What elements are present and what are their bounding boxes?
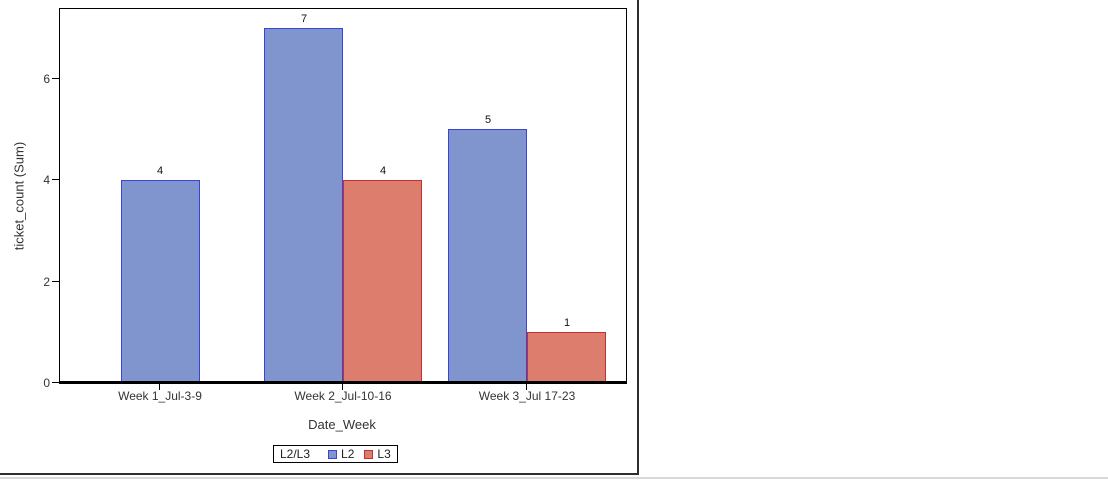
x-tick-mark: [526, 384, 527, 390]
legend-swatch-l2-icon: [328, 449, 338, 459]
y-tick-label: 6: [43, 72, 50, 86]
y-tick-label: 2: [43, 275, 50, 289]
bar-value-label: 1: [563, 317, 571, 329]
bar-l3-week3: [527, 332, 606, 383]
y-axis-title: ticket_count (Sum): [11, 141, 27, 251]
x-tick-label: Week 3_Jul 17-23: [478, 389, 576, 403]
y-tick-label: 0: [43, 376, 50, 390]
legend-title: L2/L3: [280, 447, 311, 461]
bar-value-label: 5: [484, 114, 492, 126]
legend-swatch-l3-icon: [364, 449, 374, 459]
y-tick-mark: [52, 281, 59, 282]
bar-l2-week1: [121, 180, 200, 383]
legend-label-l2: L2: [341, 447, 355, 461]
window-border-bottom: [0, 473, 639, 475]
y-tick-label: 4: [43, 173, 50, 187]
bar-value-label: 4: [379, 165, 387, 177]
x-tick-label: Week 1_Jul-3-9: [118, 389, 202, 403]
window-border-right: [637, 0, 639, 475]
x-axis-title: Date_Week: [308, 417, 376, 432]
legend-entry-l3: L3: [364, 447, 391, 461]
bar-value-label: 7: [300, 13, 308, 25]
legend-entry-l2: L2: [328, 447, 354, 461]
x-axis-line: [59, 381, 627, 384]
bar-l3-week2: [343, 180, 422, 383]
bar-l2-week3: [448, 129, 527, 383]
x-tick-mark: [159, 384, 160, 390]
y-tick-mark: [52, 179, 59, 180]
legend-label-l3: L3: [377, 447, 391, 461]
x-tick-mark: [342, 384, 343, 390]
bar-value-label: 4: [156, 165, 164, 177]
window-edge-shadow: [0, 477, 1108, 479]
bar-l2-week2: [264, 28, 343, 383]
y-tick-mark: [52, 78, 59, 79]
x-tick-label: Week 2_Jul-10-16: [294, 389, 392, 403]
legend: L2/L3 L2 L3: [273, 445, 398, 463]
y-tick-mark: [52, 382, 59, 383]
